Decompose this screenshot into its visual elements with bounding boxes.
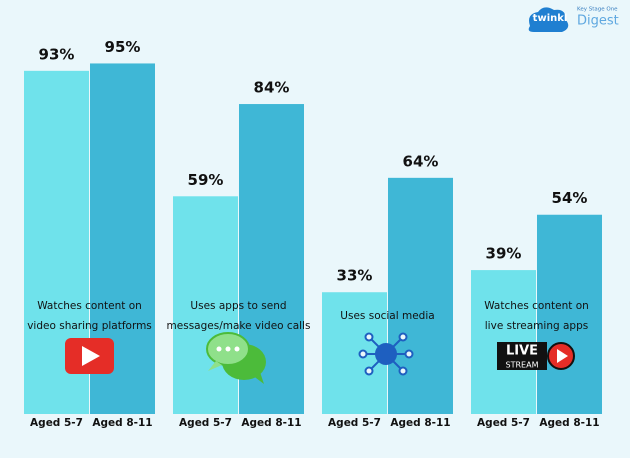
category-label: Watches content on video sharing platfor… bbox=[27, 300, 152, 332]
series-label: Aged 5-7 bbox=[30, 417, 83, 429]
live-text: LIVE bbox=[506, 344, 538, 359]
value-label: 39% bbox=[486, 245, 522, 263]
logo: twinkl Key Stage One Digest bbox=[528, 7, 619, 32]
chat-dot bbox=[216, 346, 222, 352]
value-label: 64% bbox=[403, 152, 439, 170]
network-node bbox=[398, 332, 408, 342]
network-node bbox=[364, 366, 374, 376]
value-label: 54% bbox=[552, 189, 588, 207]
logo-cloud bbox=[528, 7, 569, 32]
chat-tail-back bbox=[252, 372, 264, 384]
live-badge-bg bbox=[497, 342, 547, 370]
network-hub bbox=[375, 343, 397, 365]
series-label: Aged 8-11 bbox=[390, 417, 450, 429]
network-node bbox=[364, 332, 374, 342]
bar bbox=[388, 177, 453, 414]
stream-text: STREAM bbox=[506, 361, 539, 370]
bar bbox=[537, 214, 602, 414]
series-label: Aged 8-11 bbox=[539, 417, 599, 429]
network-node bbox=[398, 366, 408, 376]
series-label: Aged 5-7 bbox=[179, 417, 232, 429]
logo-brand: twinkl bbox=[533, 13, 568, 24]
category-label: Watches content on live streaming apps bbox=[484, 300, 589, 332]
series-label: Aged 5-7 bbox=[328, 417, 381, 429]
bar bbox=[173, 196, 238, 414]
chat-icon bbox=[206, 332, 266, 384]
chat-dot bbox=[225, 346, 231, 352]
value-label: 93% bbox=[39, 45, 75, 63]
network-node bbox=[358, 349, 368, 359]
live-badge: LIVE STREAM bbox=[497, 342, 575, 370]
category-label: Uses apps to send messages/make video ca… bbox=[166, 300, 311, 332]
chat-dot bbox=[234, 346, 240, 352]
value-label: 95% bbox=[105, 38, 141, 56]
live-play bbox=[557, 349, 568, 363]
youtube-play bbox=[82, 346, 100, 366]
youtube-icon bbox=[65, 338, 114, 374]
value-label: 33% bbox=[337, 267, 373, 285]
chat-tail-front bbox=[208, 361, 222, 371]
logo-line1: Key Stage One bbox=[577, 7, 618, 13]
series-label: Aged 8-11 bbox=[241, 417, 301, 429]
series-label: Aged 5-7 bbox=[477, 417, 530, 429]
network-node bbox=[404, 349, 414, 359]
value-label: 59% bbox=[188, 171, 224, 189]
logo-line2: Digest bbox=[577, 14, 619, 29]
series-label: Aged 8-11 bbox=[92, 417, 152, 429]
network-icon bbox=[358, 332, 414, 376]
value-label: 84% bbox=[254, 79, 290, 97]
category-label: Uses social media bbox=[340, 310, 435, 322]
